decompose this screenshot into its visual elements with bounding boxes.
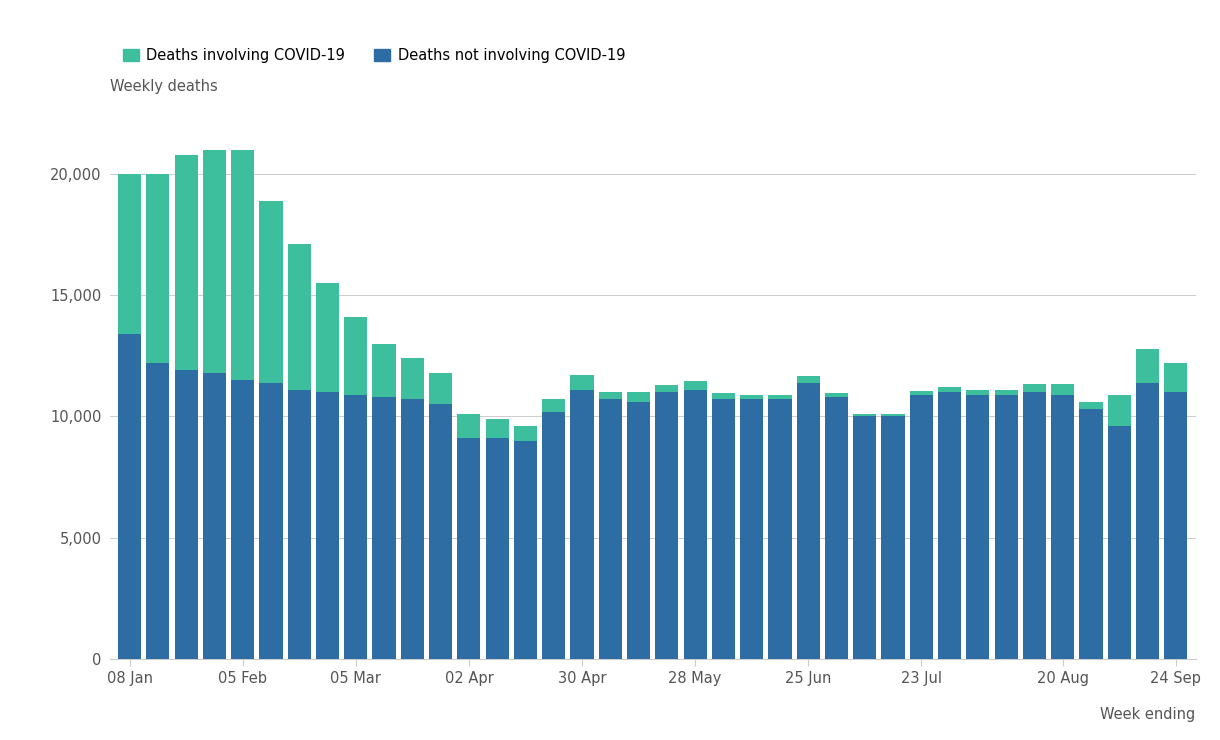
Bar	[174, 371, 198, 659]
Bar	[938, 387, 961, 392]
Bar	[486, 419, 509, 438]
Bar	[683, 390, 706, 659]
Bar	[825, 397, 848, 659]
Bar	[1022, 392, 1046, 659]
Bar	[797, 383, 820, 659]
Bar	[683, 381, 706, 390]
Bar	[458, 414, 481, 438]
Bar	[146, 363, 170, 659]
Bar	[288, 244, 311, 390]
Bar	[316, 392, 339, 659]
Legend: Deaths involving COVID-19, Deaths not involving COVID-19: Deaths involving COVID-19, Deaths not in…	[117, 42, 631, 69]
Bar	[741, 394, 764, 400]
Bar	[1164, 363, 1187, 392]
Bar	[1164, 392, 1187, 659]
Bar	[514, 426, 537, 440]
Bar	[400, 400, 423, 659]
Bar	[769, 394, 792, 400]
Bar	[882, 417, 905, 659]
Bar	[542, 400, 565, 411]
Bar	[966, 394, 989, 659]
Bar	[1022, 384, 1046, 392]
Bar	[853, 414, 876, 417]
Bar	[1136, 349, 1159, 383]
Text: Weekly deaths: Weekly deaths	[110, 79, 217, 94]
Bar	[910, 394, 933, 659]
Bar	[400, 358, 423, 400]
Bar	[655, 385, 678, 392]
Bar	[372, 397, 395, 659]
Bar	[344, 394, 367, 659]
Bar	[1080, 402, 1103, 409]
Bar	[1108, 426, 1131, 659]
Bar	[231, 150, 254, 380]
Bar	[910, 391, 933, 394]
Bar	[599, 392, 622, 400]
Bar	[1052, 394, 1075, 659]
Bar	[994, 394, 1017, 659]
Text: Week ending: Week ending	[1100, 707, 1196, 722]
Bar	[994, 390, 1017, 394]
Bar	[316, 283, 339, 392]
Bar	[571, 375, 594, 390]
Bar	[797, 377, 820, 383]
Bar	[429, 373, 453, 404]
Bar	[882, 414, 905, 417]
Bar	[372, 344, 395, 397]
Bar	[571, 390, 594, 659]
Bar	[203, 150, 226, 373]
Bar	[599, 400, 622, 659]
Bar	[711, 394, 734, 400]
Bar	[231, 380, 254, 659]
Bar	[711, 400, 734, 659]
Bar	[655, 392, 678, 659]
Bar	[344, 317, 367, 394]
Bar	[146, 174, 170, 363]
Bar	[203, 373, 226, 659]
Bar	[118, 334, 142, 659]
Bar	[1136, 383, 1159, 659]
Bar	[741, 400, 764, 659]
Bar	[514, 440, 537, 659]
Bar	[853, 417, 876, 659]
Bar	[1080, 409, 1103, 659]
Bar	[627, 402, 650, 659]
Bar	[458, 438, 481, 659]
Bar	[429, 404, 453, 659]
Bar	[627, 392, 650, 402]
Bar	[938, 392, 961, 659]
Bar	[1052, 384, 1075, 394]
Bar	[260, 201, 283, 383]
Bar	[260, 383, 283, 659]
Bar	[825, 394, 848, 397]
Bar	[769, 400, 792, 659]
Bar	[966, 390, 989, 394]
Bar	[542, 411, 565, 659]
Bar	[174, 155, 198, 371]
Bar	[1108, 394, 1131, 426]
Bar	[486, 438, 509, 659]
Bar	[118, 174, 142, 334]
Bar	[288, 390, 311, 659]
